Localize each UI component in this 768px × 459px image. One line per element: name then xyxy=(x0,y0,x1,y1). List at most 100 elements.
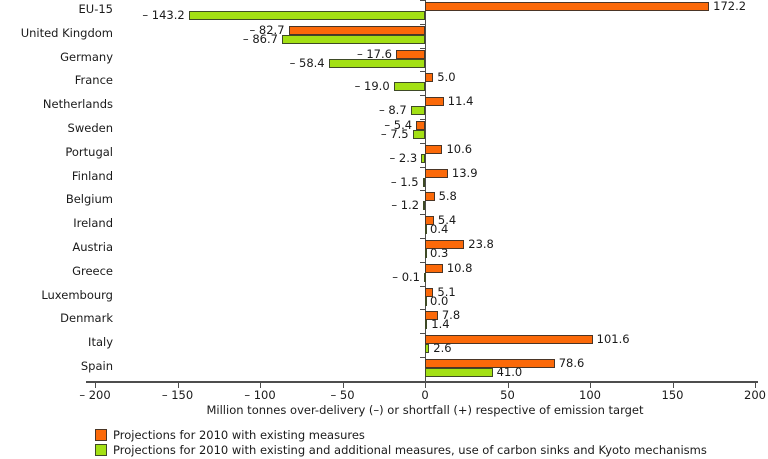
category-label: Denmark xyxy=(60,311,113,326)
x-axis-tick-label: 150 xyxy=(661,388,684,402)
x-axis-tick xyxy=(95,383,96,388)
bar-additional-ireland xyxy=(425,225,427,235)
value-label: 11.4 xyxy=(447,94,474,109)
category-label: Netherlands xyxy=(42,97,113,112)
bar-additional-spain xyxy=(425,368,493,377)
x-axis-tick-label: – 200 xyxy=(79,388,111,402)
bar-existing-united-kingdom xyxy=(288,25,425,35)
value-label: – 7.5 xyxy=(380,127,409,141)
bar-existing-finland xyxy=(425,168,448,178)
bar-existing-belgium xyxy=(425,192,435,202)
x-axis-tick xyxy=(260,383,261,388)
bar-existing-sweden xyxy=(416,121,425,130)
value-label: 5.1 xyxy=(437,284,456,299)
value-label: 0.4 xyxy=(430,222,449,237)
bar-existing-portugal xyxy=(425,144,443,154)
value-label: – 0.1 xyxy=(392,269,420,284)
x-axis-line xyxy=(86,381,758,383)
bar-additional-sweden xyxy=(412,130,425,139)
bar-existing-eu-15 xyxy=(425,2,710,11)
x-axis-tick xyxy=(425,383,426,388)
x-axis-tick-label: – 150 xyxy=(161,388,194,402)
bar-existing-denmark xyxy=(425,311,438,321)
bar-existing-austria xyxy=(425,240,465,249)
category-label: Ireland xyxy=(73,216,113,231)
zero-axis-line xyxy=(425,0,426,382)
category-boundary-tick xyxy=(420,142,425,144)
category-boundary-tick xyxy=(420,0,425,1)
value-label: 5.8 xyxy=(438,189,457,204)
bar-additional-luxembourg xyxy=(425,296,427,306)
value-label: 1.4 xyxy=(431,317,450,332)
category-boundary-tick xyxy=(420,357,425,358)
bar-existing-germany xyxy=(395,49,425,59)
category-boundary-tick xyxy=(420,214,425,216)
value-label: 41.0 xyxy=(496,365,523,379)
x-axis-tick xyxy=(177,383,179,388)
x-axis-tick-label: 0 xyxy=(421,388,429,402)
value-label: 172.2 xyxy=(713,0,747,13)
category-boundary-tick xyxy=(420,71,425,73)
value-label: 10.8 xyxy=(446,260,473,275)
value-label: 5.4 xyxy=(437,213,457,228)
bar-additional-denmark xyxy=(425,320,428,330)
x-axis-tick-label: – 100 xyxy=(244,388,276,402)
bar-existing-spain xyxy=(425,359,555,368)
bar-additional-italy xyxy=(425,344,430,354)
category-label: Germany xyxy=(60,49,113,64)
value-label: 0.3 xyxy=(430,246,449,260)
x-axis-tick-label: 200 xyxy=(744,388,766,402)
value-label: 78.6 xyxy=(558,356,585,370)
bar-additional-united-kingdom xyxy=(281,34,425,44)
bar-existing-greece xyxy=(425,263,443,273)
category-boundary-tick xyxy=(420,95,425,97)
bar-additional-greece xyxy=(424,272,426,282)
category-label: Portugal xyxy=(65,144,113,159)
value-label: – 2.3 xyxy=(389,150,418,165)
category-boundary-tick xyxy=(420,261,425,263)
value-label: 0.0 xyxy=(430,293,449,308)
category-label: France xyxy=(74,73,113,88)
value-label: – 1.2 xyxy=(391,198,420,213)
category-label: Finland xyxy=(71,168,113,183)
bar-existing-italy xyxy=(425,335,593,345)
value-label: – 143.2 xyxy=(142,8,185,22)
category-label: Austria xyxy=(72,240,113,254)
value-label: – 1.5 xyxy=(390,174,419,189)
bar-additional-germany xyxy=(328,58,425,68)
value-label: – 19.0 xyxy=(354,79,390,94)
value-label: – 5.4 xyxy=(384,118,413,132)
legend-swatch-additional-measures xyxy=(95,444,107,456)
bar-additional-finland xyxy=(422,177,425,187)
category-label: Belgium xyxy=(65,192,113,207)
category-boundary-tick xyxy=(420,166,425,168)
value-label: – 82.7 xyxy=(249,22,285,37)
bar-existing-netherlands xyxy=(425,97,444,107)
x-axis-tick xyxy=(507,383,509,388)
x-axis-tick xyxy=(590,383,591,388)
category-boundary-tick xyxy=(420,47,425,49)
bar-existing-ireland xyxy=(425,216,434,226)
category-boundary-tick xyxy=(420,23,425,25)
value-label: 101.6 xyxy=(596,332,630,347)
category-boundary-tick xyxy=(420,333,425,335)
value-label: – 86.7 xyxy=(242,31,278,46)
bar-additional-france xyxy=(393,82,425,92)
legend-label-additional-measures: Projections for 2010 with existing and a… xyxy=(113,443,707,457)
category-label: EU-15 xyxy=(78,2,113,16)
category-boundary-tick xyxy=(420,285,425,287)
category-boundary-tick xyxy=(420,119,425,120)
x-axis-tick-label: – 50 xyxy=(330,388,355,402)
x-axis-tick-label: 100 xyxy=(579,388,601,402)
category-label: United Kingdom xyxy=(20,25,113,40)
x-axis-title: Million tonnes over-delivery (–) or shor… xyxy=(206,403,644,417)
legend-label-existing-measures: Projections for 2010 with existing measu… xyxy=(113,428,365,442)
bar-additional-netherlands xyxy=(410,106,425,116)
value-label: – 8.7 xyxy=(378,103,407,118)
x-axis-tick xyxy=(342,383,344,388)
category-label: Luxembourg xyxy=(41,287,113,302)
bar-additional-belgium xyxy=(423,201,426,211)
value-label: 10.6 xyxy=(446,141,473,156)
category-label: Sweden xyxy=(67,121,113,135)
